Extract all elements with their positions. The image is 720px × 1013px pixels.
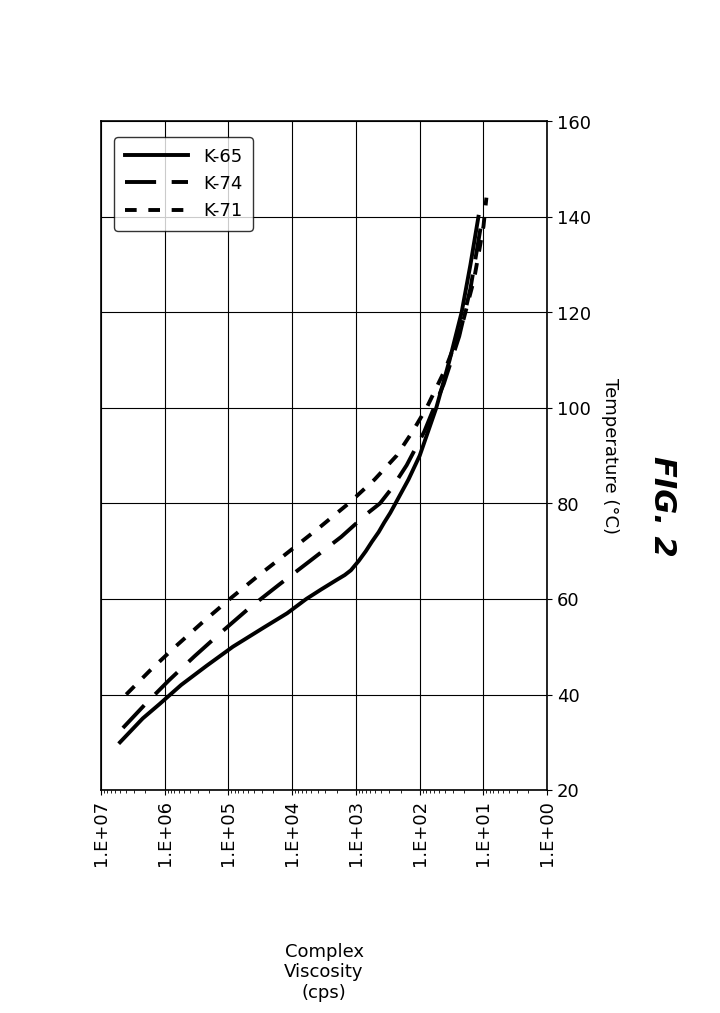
K-74 bbox=[376, 497, 384, 510]
K-65 bbox=[380, 517, 389, 529]
K-65 bbox=[202, 659, 211, 672]
K-74 bbox=[190, 650, 199, 663]
Text: FIG. 2: FIG. 2 bbox=[648, 456, 677, 557]
K-65 bbox=[361, 545, 370, 557]
K-71 bbox=[392, 450, 401, 462]
K-65 bbox=[228, 641, 237, 653]
K-71 bbox=[171, 641, 179, 653]
K-65 bbox=[259, 622, 268, 634]
K-71 bbox=[145, 665, 154, 677]
K-74 bbox=[217, 626, 225, 638]
K-71 bbox=[479, 221, 487, 233]
K-71 bbox=[315, 522, 324, 534]
K-71 bbox=[255, 569, 264, 581]
K-65 bbox=[466, 258, 474, 270]
K-65 bbox=[333, 574, 341, 587]
K-65 bbox=[415, 450, 424, 462]
K-74 bbox=[420, 425, 428, 438]
K-65 bbox=[386, 508, 395, 520]
K-71 bbox=[422, 402, 431, 414]
X-axis label: Complex
Viscosity
(cps): Complex Viscosity (cps) bbox=[284, 942, 364, 1002]
K-74 bbox=[244, 603, 253, 615]
K-65 bbox=[341, 569, 349, 581]
K-74 bbox=[466, 283, 474, 295]
Line: K-65: K-65 bbox=[120, 217, 478, 743]
K-65 bbox=[368, 536, 377, 548]
K-71 bbox=[457, 321, 466, 333]
K-71 bbox=[370, 474, 379, 486]
K-71 bbox=[441, 364, 449, 376]
K-65 bbox=[302, 593, 310, 605]
K-65 bbox=[354, 555, 363, 567]
K-71 bbox=[122, 689, 130, 701]
K-65 bbox=[138, 712, 147, 724]
K-71 bbox=[482, 191, 490, 204]
K-65 bbox=[474, 211, 482, 223]
K-74 bbox=[306, 555, 315, 567]
K-74 bbox=[402, 459, 411, 471]
Legend: K-65, K-74, K-71: K-65, K-74, K-71 bbox=[114, 138, 253, 231]
K-65 bbox=[177, 679, 186, 691]
K-65 bbox=[445, 355, 454, 367]
Line: K-71: K-71 bbox=[126, 198, 486, 695]
K-65 bbox=[156, 698, 164, 710]
K-71 bbox=[408, 425, 417, 438]
K-74 bbox=[439, 378, 448, 390]
K-74 bbox=[165, 675, 174, 687]
Y-axis label: Temperature (°C): Temperature (°C) bbox=[600, 378, 618, 534]
K-65 bbox=[346, 564, 355, 576]
K-74 bbox=[387, 483, 395, 495]
K-74 bbox=[141, 698, 150, 710]
K-65 bbox=[374, 526, 383, 538]
K-74 bbox=[275, 578, 284, 591]
Line: K-74: K-74 bbox=[123, 227, 481, 728]
K-65 bbox=[432, 402, 441, 414]
K-74 bbox=[119, 722, 127, 734]
K-71 bbox=[197, 617, 206, 629]
K-65 bbox=[283, 608, 292, 620]
K-74 bbox=[337, 531, 346, 543]
K-71 bbox=[344, 497, 353, 510]
K-65 bbox=[116, 736, 125, 749]
K-74 bbox=[477, 221, 485, 233]
K-71 bbox=[469, 274, 478, 286]
K-65 bbox=[317, 583, 325, 596]
K-65 bbox=[391, 497, 400, 510]
K-74 bbox=[364, 508, 372, 520]
K-74 bbox=[455, 330, 464, 342]
K-65 bbox=[404, 474, 413, 486]
K-65 bbox=[457, 307, 466, 319]
K-71 bbox=[285, 545, 294, 557]
K-71 bbox=[225, 593, 234, 605]
